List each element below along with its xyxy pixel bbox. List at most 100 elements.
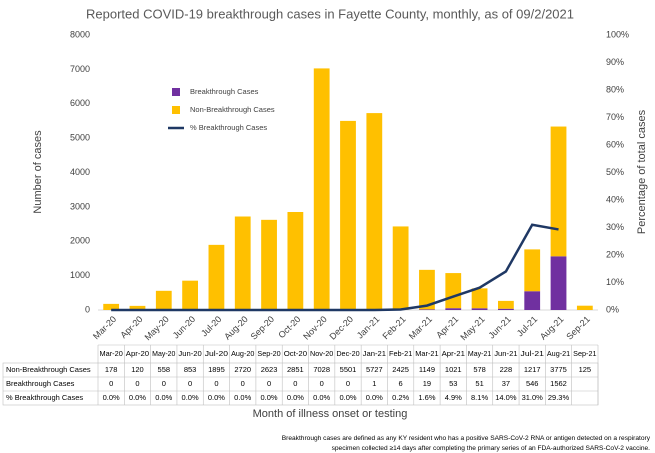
- table-cell: 853: [184, 365, 197, 374]
- table-cell: 178: [105, 365, 118, 374]
- table-cell: 0: [346, 379, 350, 388]
- bar-segment: [471, 308, 488, 310]
- table-cell: 4.9%: [445, 393, 462, 402]
- y-tick-label: 6000: [70, 98, 90, 108]
- table-cell: 31.0%: [522, 393, 544, 402]
- bar-segment: [419, 309, 435, 310]
- bar-segment: [498, 300, 514, 309]
- table-cell: 1217: [524, 365, 541, 374]
- bar-segment: [261, 219, 277, 310]
- x-tick-label: Apr-20: [118, 314, 144, 340]
- legend-swatch: [172, 88, 180, 96]
- y-tick-label: 4000: [70, 167, 90, 177]
- table-cell: 0: [241, 379, 245, 388]
- bar-segment: [550, 256, 567, 310]
- x-tick-label: Sep-20: [249, 314, 277, 342]
- table-cell: 2720: [234, 365, 251, 374]
- table-cell: 0.0%: [313, 393, 330, 402]
- chart-title: Reported COVID-19 breakthrough cases in …: [86, 6, 574, 21]
- y-tick-label: 7000: [70, 64, 90, 74]
- table-cell: 6: [399, 379, 403, 388]
- legend-label: Non-Breakthrough Cases: [190, 105, 275, 114]
- table-cell: 0: [267, 379, 271, 388]
- table-header: Aug-20: [231, 349, 254, 358]
- x-axis-title: Month of illness onset or testing: [253, 408, 408, 420]
- table-row-label: Non-Breakthrough Cases: [6, 365, 91, 374]
- y2-tick-label: 70%: [606, 112, 624, 122]
- table-header: Sep-21: [573, 349, 596, 358]
- bar-segment: [234, 216, 251, 310]
- x-tick-label: Aug-20: [222, 314, 250, 342]
- y2-tick-label: 0%: [606, 304, 619, 314]
- table-row-label: % Breakthrough Cases: [6, 393, 83, 402]
- y2-tick-label: 50%: [606, 167, 624, 177]
- table-cell: 0.2%: [392, 393, 409, 402]
- table-cell: 0.0%: [287, 393, 304, 402]
- bar-segment: [524, 291, 541, 310]
- x-tick-label: Apr-21: [434, 314, 460, 340]
- legend-label: Breakthrough Cases: [190, 87, 259, 96]
- table-header: Jul-20: [205, 349, 228, 358]
- table-cell: 0: [214, 379, 218, 388]
- table-cell: 0.0%: [129, 393, 146, 402]
- table-header: Jun-20: [178, 349, 201, 358]
- x-tick-label: Jun-20: [171, 314, 198, 341]
- bar-segment: [155, 290, 172, 310]
- x-tick-label: Feb-21: [380, 314, 407, 341]
- table-cell: 1: [372, 379, 376, 388]
- table-cell: 5727: [366, 365, 383, 374]
- x-tick-label: Mar-21: [407, 314, 434, 341]
- table-cell: 0: [293, 379, 297, 388]
- bar-segment: [471, 288, 488, 309]
- x-tick-label: Jul-21: [515, 314, 539, 338]
- y-tick-label: 1000: [70, 270, 90, 280]
- table-cell: 0.0%: [208, 393, 225, 402]
- table-header: Jul-21: [521, 349, 544, 358]
- bar-segment: [340, 120, 356, 310]
- y2-tick-label: 20%: [606, 249, 624, 259]
- table-cell: 0: [162, 379, 166, 388]
- bar-segment: [550, 126, 567, 257]
- table-cell: 29.3%: [548, 393, 570, 402]
- table-header: Oct-20: [284, 349, 307, 358]
- table-cell: 0.0%: [103, 393, 120, 402]
- table-cell: 5501: [340, 365, 357, 374]
- x-tick-label: May-20: [143, 314, 171, 342]
- table-row-label: Breakthrough Cases: [6, 379, 75, 388]
- y2-tick-label: 90%: [606, 57, 624, 67]
- table-cell: 0.0%: [366, 393, 383, 402]
- table-header: Nov-20: [310, 349, 333, 358]
- table-cell: 2623: [261, 365, 278, 374]
- line: [111, 223, 559, 312]
- x-tick-label: Dec-20: [328, 314, 356, 342]
- table-header: Jun-21: [494, 349, 517, 358]
- table-cell: 1895: [208, 365, 225, 374]
- table-cell: 19: [423, 379, 431, 388]
- table-header: Feb-21: [389, 349, 412, 358]
- table-cell: 0: [135, 379, 139, 388]
- table-cell: 0: [320, 379, 324, 388]
- y-tick-label: 8000: [70, 29, 90, 39]
- footnote: specimen collected ≥14 days after comple…: [332, 445, 651, 452]
- bar-segment: [182, 280, 198, 310]
- y-axis-title: Number of cases: [32, 130, 44, 214]
- table-header: May-20: [152, 349, 175, 358]
- table-cell: 0.0%: [182, 393, 199, 402]
- y2-tick-label: 100%: [606, 29, 629, 39]
- table-cell: 37: [502, 379, 510, 388]
- y2-axis-title: Percentage of total cases: [636, 109, 648, 234]
- table-cell: 0.0%: [339, 393, 356, 402]
- table-cell: 1562: [550, 379, 567, 388]
- table-cell: 7028: [313, 365, 330, 374]
- table-cell: 578: [473, 365, 486, 374]
- x-tick-label: Jul-20: [199, 314, 223, 338]
- table-header: Mar-20: [100, 349, 123, 358]
- table-cell: 3775: [550, 365, 567, 374]
- table-cell: 120: [131, 365, 144, 374]
- table-header: Aug-21: [547, 349, 570, 358]
- table-header: Sep-20: [257, 349, 280, 358]
- table-cell: 2425: [392, 365, 409, 374]
- bar-segment: [576, 305, 593, 310]
- x-tick-label: Sep-21: [564, 314, 592, 342]
